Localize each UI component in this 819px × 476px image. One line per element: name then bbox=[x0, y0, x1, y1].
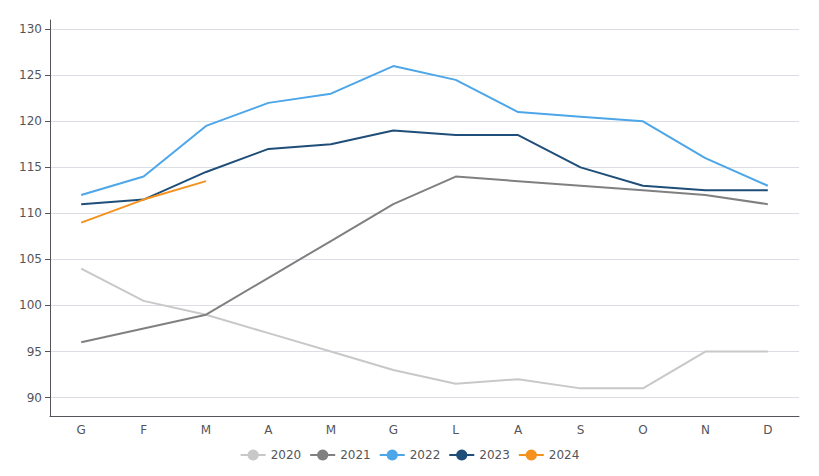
svg-text:F: F bbox=[140, 423, 147, 437]
svg-text:M: M bbox=[326, 423, 336, 437]
svg-text:105: 105 bbox=[19, 252, 42, 266]
svg-text:S: S bbox=[577, 423, 585, 437]
svg-text:N: N bbox=[701, 423, 710, 437]
svg-text:G: G bbox=[389, 423, 398, 437]
svg-text:2023: 2023 bbox=[479, 448, 510, 462]
svg-text:L: L bbox=[452, 423, 459, 437]
svg-text:120: 120 bbox=[19, 114, 42, 128]
svg-text:D: D bbox=[763, 423, 772, 437]
svg-text:130: 130 bbox=[19, 22, 42, 36]
svg-text:2022: 2022 bbox=[410, 448, 441, 462]
svg-text:2020: 2020 bbox=[271, 448, 302, 462]
svg-text:2021: 2021 bbox=[340, 448, 371, 462]
svg-text:O: O bbox=[638, 423, 647, 437]
svg-text:115: 115 bbox=[19, 160, 42, 174]
svg-text:100: 100 bbox=[19, 298, 42, 312]
svg-text:A: A bbox=[514, 423, 523, 437]
svg-text:90: 90 bbox=[27, 391, 42, 405]
svg-text:A: A bbox=[264, 423, 273, 437]
svg-text:110: 110 bbox=[19, 206, 42, 220]
svg-text:2024: 2024 bbox=[549, 448, 580, 462]
svg-text:M: M bbox=[201, 423, 211, 437]
svg-text:G: G bbox=[77, 423, 86, 437]
svg-text:95: 95 bbox=[27, 345, 42, 359]
svg-text:125: 125 bbox=[19, 68, 42, 82]
